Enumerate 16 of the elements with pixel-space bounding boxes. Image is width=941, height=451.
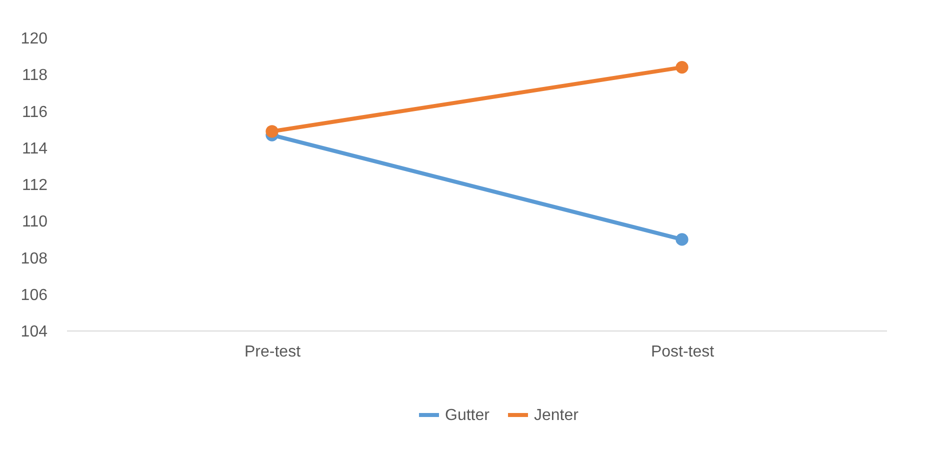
point — [676, 60, 688, 74]
point — [676, 233, 688, 246]
point — [266, 125, 278, 138]
y-tick-label: 118 — [22, 67, 48, 84]
x-tick-label: Pre-test — [244, 344, 302, 360]
y-tick-label: 116 — [22, 104, 48, 121]
y-tick-label: 112 — [22, 177, 48, 194]
y-tick-label: 108 — [20, 250, 48, 268]
y-tick-label: 120 — [20, 30, 48, 48]
legend-label: Jenter — [534, 407, 580, 424]
y-tick-label: 110 — [22, 214, 48, 231]
y-tick-label: 106 — [20, 286, 48, 304]
x-tick-label: Post-test — [650, 344, 715, 360]
y-tick-label: 104 — [20, 324, 48, 340]
legend-label: Gutter — [445, 407, 490, 424]
y-tick-label: 114 — [22, 140, 48, 158]
